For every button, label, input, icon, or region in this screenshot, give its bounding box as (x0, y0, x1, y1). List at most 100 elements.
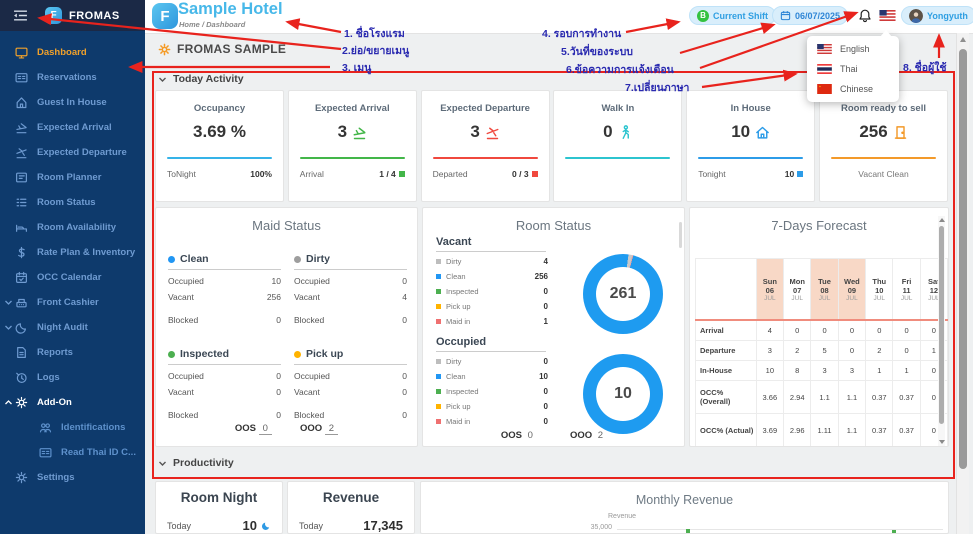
card-title: Walk In (601, 103, 635, 114)
sidebar-item-label: Reservations (37, 72, 97, 83)
monthly-ytick: 35,000 (590, 524, 612, 531)
sidebar-item-rate-plan-inventory[interactable]: Rate Plan & Inventory (0, 240, 145, 265)
activity-card-room-ready-to-sell: Room ready to sell 256 Vacant Clean (819, 90, 948, 202)
sidebar-item-room-planner[interactable]: Room Planner (0, 165, 145, 190)
scroll-up-arrow[interactable] (960, 37, 966, 42)
language-flag-button[interactable] (879, 10, 896, 21)
hotel-name: Sample Hotel (178, 0, 283, 18)
revenue-footer-label: Today (299, 520, 324, 531)
room-night-title: Room Night (180, 490, 258, 505)
forecast-row-label: Arrival (695, 319, 757, 341)
legend-item-inspected: Inspected 0 (436, 384, 548, 399)
ooo-value[interactable]: 2 (597, 430, 604, 441)
sidebar-item-dashboard[interactable]: Dashboard (0, 40, 145, 65)
sidebar-item-guest-in-house[interactable]: Guest In House (0, 90, 145, 115)
scroll-down-arrow[interactable] (938, 440, 945, 444)
list-icon (15, 196, 28, 209)
sidebar-item-label: Expected Arrival (37, 122, 112, 133)
id-card-icon (39, 446, 52, 459)
current-shift-badge[interactable]: B Current Shift (689, 6, 776, 25)
sidebar-item-reports[interactable]: Reports (0, 340, 145, 365)
donut-total: 10 (596, 367, 650, 421)
forecast-day-header: Wed 09 JUL (837, 258, 867, 321)
language-option-thai[interactable]: Thai (807, 59, 899, 79)
forecast-cell: 10 (755, 360, 785, 381)
legend-label: Inspected (446, 287, 479, 296)
user-name: Yongyuth (927, 10, 968, 21)
status-dot-icon (168, 255, 175, 263)
language-option-english[interactable]: English (807, 39, 899, 59)
legend-item-dirty: Dirty 4 (436, 254, 548, 269)
productivity-section-toggle[interactable]: Productivity (158, 457, 234, 469)
chart-point (892, 530, 896, 533)
notification-bell-icon[interactable] (857, 8, 873, 24)
language-option-chinese[interactable]: Chinese (807, 79, 899, 99)
sidebar-item-front-cashier[interactable]: Front Cashier (0, 290, 145, 315)
maid-row-value: 0 (276, 387, 281, 397)
room-status-scrollbar[interactable] (679, 222, 682, 248)
oos-label: OOS (234, 423, 257, 434)
revenue-title: Revenue (322, 490, 380, 505)
card-footer-value: 10 (784, 169, 795, 179)
forecast-row-label: In-House (695, 360, 757, 381)
home-icon (15, 96, 28, 109)
legend-label: Inspected (446, 387, 479, 396)
maid-row-label: Vacant (168, 387, 194, 397)
breadcrumb-separator: / (201, 20, 205, 29)
legend-value: 0 (543, 402, 548, 411)
maid-status-card: Maid Status Clean Occupied 10 Vacant 256 Bloc… (155, 207, 418, 447)
forecast-day-header: Tue 08 JUL (810, 258, 839, 321)
forecast-cell: 0.37 (865, 413, 894, 446)
forecast-cell: 3 (755, 340, 785, 361)
status-dot-icon (294, 350, 301, 358)
sidebar-item-identifications[interactable]: Identifications (0, 415, 145, 440)
forecast-cell: 0.37 (892, 380, 921, 414)
shift-label: Current Shift (713, 10, 768, 21)
page-scrollbar-thumb[interactable] (958, 49, 967, 469)
sidebar-item-expected-arrival[interactable]: Expected Arrival (0, 115, 145, 140)
forecast-scrollbar-thumb[interactable] (939, 226, 944, 424)
oos-value[interactable]: 0 (258, 423, 272, 435)
sidebar-item-occ-calendar[interactable]: OCC Calendar (0, 265, 145, 290)
sidebar-item-logs[interactable]: Logs (0, 365, 145, 390)
ooo-value[interactable]: 2 (324, 423, 339, 435)
page-scrollbar (956, 33, 969, 534)
maid-group-inspected: Inspected Occupied 0 Vacant 0 Blocked 0 (168, 348, 281, 420)
monitor-icon (15, 46, 28, 59)
system-date-button[interactable]: 06/07/2025 (772, 6, 849, 25)
oos-value[interactable]: 0 (527, 430, 533, 441)
sidebar-item-reservations[interactable]: Reservations (0, 65, 145, 90)
breadcrumb-home[interactable]: Home (179, 20, 200, 29)
sidebar-item-settings[interactable]: Settings (0, 465, 145, 490)
forecast-day-header: Fri 11 JUL (892, 258, 921, 321)
us-flag-icon (817, 44, 832, 54)
legend-value: 0 (543, 417, 548, 426)
annotation-label-5: 5.วันที่ของระบบ (561, 46, 633, 58)
sidebar-item-room-availability[interactable]: Room Availability (0, 215, 145, 240)
legend-item-maid-in: Maid in 1 (436, 314, 548, 329)
legend-label: Clean (446, 372, 466, 381)
room-status-section-vacant: Vacant (436, 236, 546, 252)
scroll-up-arrow[interactable] (938, 218, 945, 222)
sidebar-item-night-audit[interactable]: Night Audit (0, 315, 145, 340)
today-activity-section-toggle[interactable]: Today Activity (158, 73, 244, 85)
card-value: 3 (470, 122, 480, 141)
maid-row-label: Occupied (168, 371, 204, 381)
sidebar-item-room-status[interactable]: Room Status (0, 190, 145, 215)
legend-item-maid-in: Maid in 0 (436, 414, 548, 429)
sidebar-item-label: Identifications (61, 422, 126, 433)
forecast-cell: 0 (837, 340, 867, 361)
sidebar-item-read-thai-id-c[interactable]: Read Thai ID C... (0, 440, 145, 465)
legend-label: Pick up (446, 402, 471, 411)
bed-icon (15, 221, 28, 234)
legend-item-pick-up: Pick up 0 (436, 399, 548, 414)
sidebar-item-expected-departure[interactable]: Expected Departure (0, 140, 145, 165)
menu-collapse-icon[interactable] (13, 9, 28, 22)
chevron-down-icon (158, 75, 167, 84)
breadcrumb[interactable]: Home / Dashboard (179, 20, 245, 29)
sidebar-item-add-on[interactable]: Add-On (0, 390, 145, 415)
user-menu-button[interactable]: Yongyuth (901, 6, 973, 25)
card-footer-value: 0 / 3 (512, 169, 529, 179)
shift-letter-badge: B (697, 9, 709, 22)
room-status-donut-vacant: 261 (583, 254, 663, 334)
